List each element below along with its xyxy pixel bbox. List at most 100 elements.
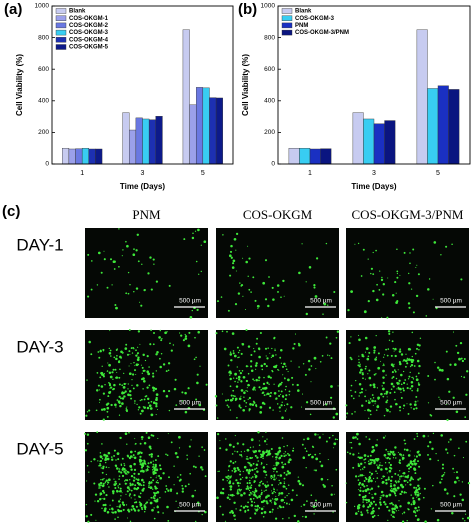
cell-dot bbox=[196, 501, 200, 504]
cell-dot bbox=[231, 266, 235, 269]
cell-dot bbox=[139, 442, 142, 445]
cell-dot bbox=[412, 459, 416, 463]
cell-dot bbox=[313, 284, 316, 287]
cell-dot bbox=[271, 502, 273, 504]
cell-dot bbox=[90, 353, 93, 356]
cell-dot bbox=[380, 392, 383, 396]
cell-dot bbox=[108, 347, 111, 350]
cell-dot bbox=[392, 457, 395, 459]
cell-dot bbox=[126, 454, 129, 457]
cell-dot bbox=[319, 452, 321, 455]
cell-dot bbox=[371, 508, 374, 510]
cell-dot bbox=[118, 360, 121, 362]
cell-dot bbox=[368, 417, 370, 419]
cell-dot bbox=[385, 457, 387, 459]
cell-dot bbox=[416, 493, 420, 497]
cell-dot bbox=[288, 471, 291, 475]
cell-dot bbox=[377, 485, 380, 488]
cell-dot bbox=[153, 492, 156, 495]
cell-dot bbox=[116, 348, 118, 350]
cell-dot bbox=[262, 382, 266, 386]
cell-dot bbox=[452, 331, 455, 333]
cell-dot bbox=[301, 484, 305, 487]
cell-dot bbox=[181, 490, 184, 493]
cell-dot bbox=[161, 338, 163, 340]
cell-dot bbox=[191, 494, 195, 498]
cell-dot bbox=[115, 376, 119, 379]
cell-dot bbox=[158, 336, 161, 339]
cell-dot bbox=[375, 249, 377, 252]
cell-dot bbox=[87, 295, 90, 298]
cell-dot bbox=[415, 407, 418, 410]
cell-dot bbox=[143, 406, 146, 409]
cell-dot bbox=[137, 453, 139, 455]
cell-dot bbox=[401, 520, 405, 523]
cell-dot bbox=[369, 454, 372, 457]
cell-dot bbox=[155, 405, 158, 408]
cell-dot bbox=[124, 472, 127, 475]
cell-dot bbox=[253, 481, 255, 484]
cell-dot bbox=[132, 346, 135, 349]
cell-dot bbox=[275, 517, 278, 520]
cell-dot bbox=[134, 450, 137, 453]
cell-dot bbox=[395, 457, 397, 459]
cell-dot bbox=[239, 509, 242, 512]
cell-dot bbox=[335, 468, 338, 471]
cell-dot bbox=[232, 377, 235, 379]
cell-dot bbox=[362, 505, 365, 508]
cell-dot bbox=[252, 490, 254, 493]
cell-dot bbox=[124, 347, 128, 350]
cell-dot bbox=[132, 456, 134, 458]
cell-dot bbox=[229, 476, 232, 479]
x-axis-label: Time (Days) bbox=[120, 182, 166, 191]
cell-dot bbox=[119, 436, 122, 440]
cell-dot bbox=[107, 395, 110, 398]
cell-dot bbox=[174, 451, 178, 455]
cell-dot bbox=[141, 372, 143, 374]
cell-dot bbox=[409, 465, 412, 469]
cell-dot bbox=[165, 370, 168, 373]
cell-dot bbox=[431, 447, 434, 451]
cell-dot bbox=[230, 475, 232, 477]
cell-dot bbox=[148, 404, 152, 408]
cell-dot bbox=[376, 387, 379, 389]
cell-dot bbox=[387, 456, 390, 459]
cell-dot bbox=[130, 363, 132, 365]
cell-dot bbox=[111, 490, 115, 493]
cell-dot bbox=[381, 316, 383, 319]
cell-dot bbox=[411, 358, 415, 362]
cell-dot bbox=[422, 496, 425, 499]
cell-dot bbox=[246, 482, 249, 485]
cell-dot bbox=[322, 483, 325, 486]
cell-dot bbox=[143, 288, 146, 292]
cell-dot bbox=[271, 511, 273, 513]
cell-dot bbox=[229, 398, 233, 402]
cell-dot bbox=[154, 463, 157, 467]
cell-dot bbox=[134, 402, 136, 404]
cell-dot bbox=[379, 501, 382, 504]
cell-dot bbox=[148, 484, 150, 487]
cell-dot bbox=[373, 462, 376, 465]
cell-dot bbox=[105, 473, 108, 476]
cell-dot bbox=[104, 507, 107, 510]
cell-dot bbox=[99, 376, 102, 379]
cell-dot bbox=[407, 501, 411, 505]
cell-dot bbox=[122, 386, 126, 389]
cell-dot bbox=[113, 268, 116, 270]
legend-swatch bbox=[281, 22, 293, 29]
scale-bar-label: 500 µm bbox=[440, 502, 462, 509]
cell-dot bbox=[393, 511, 396, 514]
cell-dot bbox=[167, 519, 170, 522]
cell-dot bbox=[236, 490, 239, 492]
cell-dot bbox=[366, 357, 370, 361]
cell-dot bbox=[263, 440, 267, 443]
cell-dot bbox=[99, 492, 103, 496]
column-header: COS-OKGM-3/PNM bbox=[352, 207, 464, 222]
cell-dot bbox=[259, 405, 263, 409]
cell-dot bbox=[371, 496, 374, 500]
cell-dot bbox=[189, 472, 191, 475]
cell-dot bbox=[276, 489, 278, 491]
cell-dot bbox=[127, 383, 129, 385]
cell-dot bbox=[392, 453, 396, 456]
cell-dot bbox=[155, 414, 157, 416]
